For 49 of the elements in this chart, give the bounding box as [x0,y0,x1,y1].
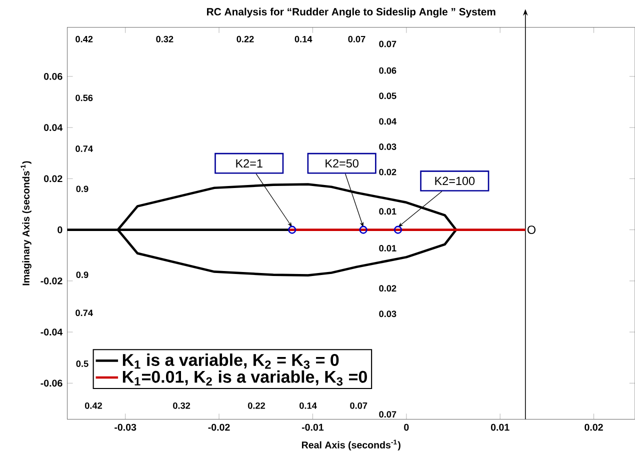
chart-title: RC Analysis for “Rudder Angle to Sideslip Angle ” System [207,8,496,18]
annotation: 0.07 [350,402,368,409]
annotation: 0.02 [379,168,396,176]
annotation: 0.06 [379,67,396,74]
y-tick-label: -0.04 [40,328,63,336]
annotation: 0.02 [379,284,396,292]
x-tick-label: -0.03 [114,424,136,431]
y-tick-label: -0.02 [40,277,62,284]
x-tick-label: 0 [404,424,409,431]
annotation: 0.01 [379,244,396,252]
y-tick-label: -0.06 [40,379,62,386]
annotation: 0.56 [76,94,93,101]
annotation: 0.9 [76,271,88,278]
annotation: K2=1 [236,159,262,168]
annotation: 0.5 [76,360,88,367]
x-tick-label: -0.02 [208,424,230,431]
annotation: K2=100 [435,176,475,185]
x-tick-label: 0.02 [584,424,603,431]
annotation: 0.03 [379,143,396,150]
annotation: 0.07 [348,36,366,42]
annotation: 0.01 [379,208,396,214]
x-tick-label: -0.01 [302,424,324,431]
annotation: 0.22 [248,402,266,409]
annotation: 0.03 [379,310,396,317]
annotation: 0.07 [379,410,396,418]
annotation: 0.42 [76,36,93,42]
annotation: 0.74 [76,309,93,316]
annotation: 0.9 [76,185,88,192]
y-tick-label: 0.02 [44,175,62,182]
annotation: K2=50 [326,158,358,168]
ref-line-label: O [528,225,536,234]
y-axis-title: Imaginary Axis (seconds$^{-1}$) [20,161,32,285]
annotation: 0.22 [236,36,254,42]
annotation: 0.42 [84,402,102,409]
y-tick-label: 0 [58,226,62,234]
annotation: 0.32 [156,36,174,42]
annotation: 0.32 [173,402,190,409]
annotation: 0.14 [300,402,317,409]
annotation: 0.05 [379,92,396,99]
legend-label: K$_{1}$=0.01, K$_{2}$ is a variable, K$_{3}$ =0 [122,370,367,386]
annotation: 0.74 [76,145,93,152]
y-tick-label: 0.06 [44,72,62,80]
y-tick-label: 0.04 [44,124,63,131]
annotation: 0.07 [379,40,396,47]
x-tick-label: 0.01 [490,424,510,431]
annotation: 0.04 [379,118,396,124]
annotation: 0.14 [294,36,312,42]
legend-label: K$_{1}$ is a variable, K$_{2}$ = K$_{3}$ = 0 [122,353,339,369]
x-axis-title: Real Axis (seconds$^{-1}$) [302,439,400,450]
